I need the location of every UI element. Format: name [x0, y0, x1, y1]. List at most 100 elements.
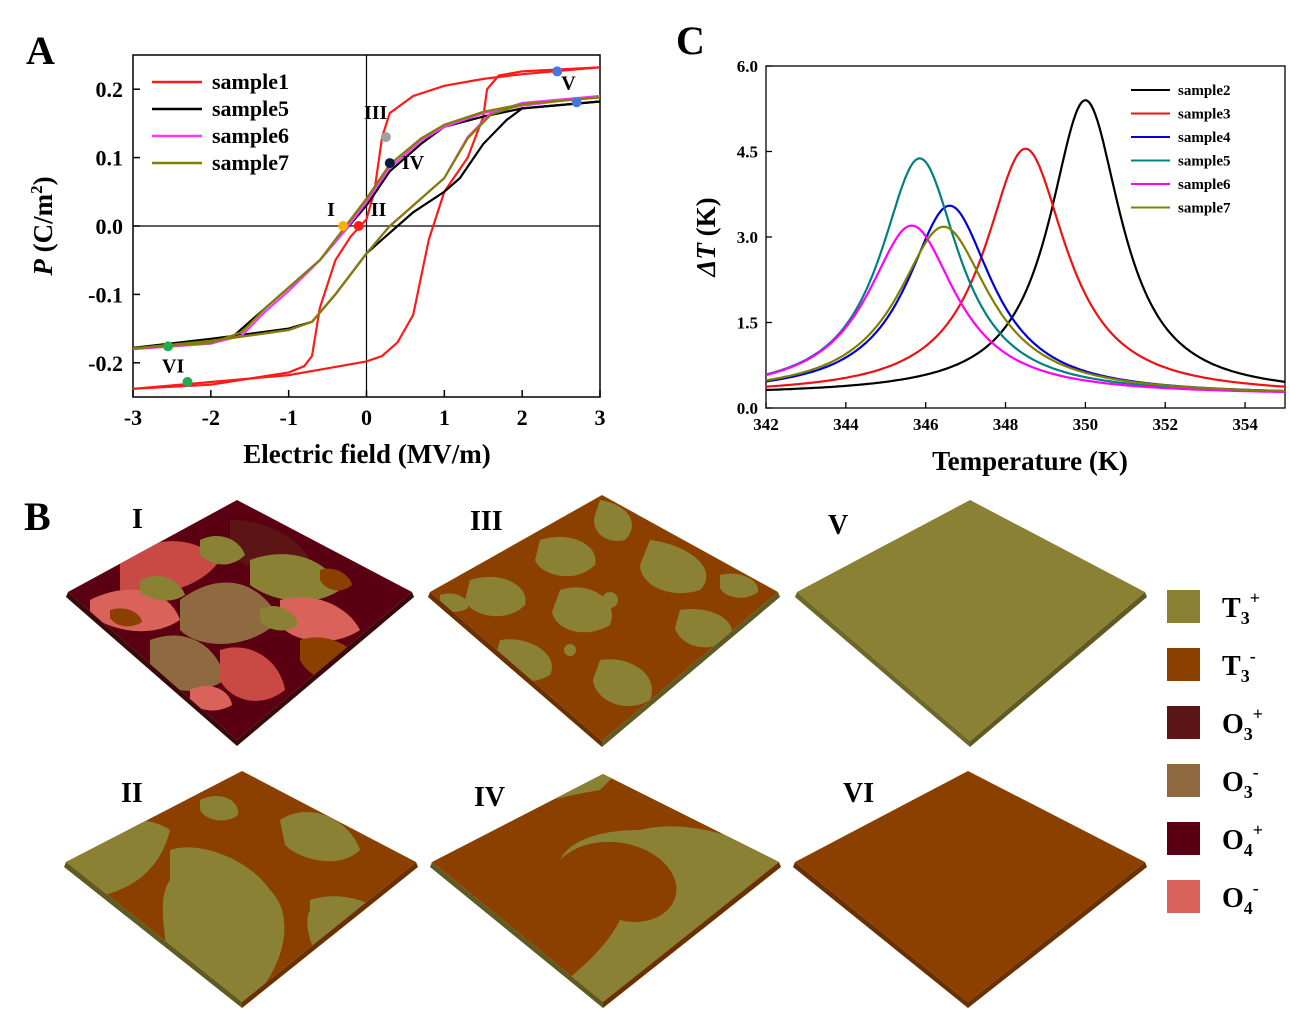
phase-legend: T3+ T3- O3+ O3- O4+ O4-	[1167, 588, 1263, 918]
chart-a-legend-label: sample5	[212, 96, 289, 121]
phase-legend-swatch	[1167, 822, 1200, 855]
chart-c-series-sample7	[766, 225, 1285, 393]
chart-a-point	[384, 158, 395, 169]
tile-ii	[64, 771, 418, 1008]
chart-a-ytick-label: 0.2	[96, 77, 124, 102]
chart-c-ylabel-unit: (K)	[691, 197, 721, 243]
chart-a-point-label: III	[364, 102, 388, 124]
chart-c-ylabel: ΔT (K)	[691, 197, 721, 277]
phase-legend-label: O4+	[1222, 820, 1263, 860]
chart-a-point	[380, 132, 391, 143]
chart-a-point-label: VI	[162, 355, 184, 377]
chart-a-ytick-label: -0.1	[88, 282, 123, 307]
phase-legend-label: O3+	[1222, 704, 1263, 744]
tile-vi	[793, 771, 1147, 1008]
chart-c-legend-label: sample7	[1178, 201, 1231, 217]
chart-a-series-sample7-up	[133, 96, 600, 350]
chart-a-series-sample1-up	[133, 66, 600, 390]
chart-c-ytick-label: 0.0	[737, 399, 758, 418]
chart-a-series-sample6-up	[133, 94, 600, 351]
chart-c-legend-label: sample3	[1178, 107, 1231, 123]
chart-c-xtick-label: 350	[1073, 415, 1099, 434]
chart-a-point	[163, 341, 174, 352]
tile-iii	[428, 495, 780, 747]
chart-c-xlabel: Temperature (K)	[932, 446, 1128, 476]
panel-letter-c: C	[676, 18, 705, 63]
tile-vi-surface	[795, 771, 1145, 1002]
tile-label-i: I	[132, 504, 143, 535]
chart-a-xtick-label: -1	[280, 405, 298, 430]
tile-v-surface	[797, 500, 1145, 741]
chart-a-xtick-label: 2	[517, 405, 528, 430]
chart-c-xtick-label: 342	[753, 415, 779, 434]
chart-a-ytick-label: 0.0	[96, 214, 124, 239]
chart-a-xlabel: Electric field (MV/m)	[243, 439, 490, 469]
chart-a-ylabel-symbol: P	[28, 259, 58, 277]
tile-iv	[430, 774, 781, 1008]
chart-a-xtick-label: 1	[439, 405, 450, 430]
phase-legend-swatch	[1167, 648, 1200, 681]
chart-c-xtick-label: 344	[833, 415, 859, 434]
chart-a-legend-label: sample7	[212, 150, 289, 175]
chart-a-series-sample1-down	[133, 66, 600, 390]
chart-a-ylabel: P (C/m2)	[27, 176, 58, 276]
chart-c-ytick-label: 3.0	[737, 228, 758, 247]
chart-c-ytick-label: 4.5	[737, 143, 758, 162]
chart-c-legend-label: sample6	[1178, 177, 1231, 193]
chart-a-ylabel-sup: 2	[27, 185, 46, 194]
chart-a: -3 -2 -1 0 1 2 3-0.2-0.10.00.10.2 I IIIIIIVVVI …	[27, 54, 606, 469]
chart-a-series-sample7-down	[133, 96, 600, 350]
tile-i	[66, 500, 414, 746]
chart-a-point	[552, 66, 563, 77]
tile-label-vi: VI	[843, 778, 874, 809]
chart-c-xtick-label: 348	[993, 415, 1019, 434]
chart-c-legend-label: sample5	[1178, 154, 1231, 170]
chart-c-legend-label: sample4	[1178, 130, 1231, 146]
phase-legend-swatch	[1167, 764, 1200, 797]
chart-c-ylabel-symbol: ΔT	[691, 242, 721, 278]
chart-a-xtick-label: -3	[124, 405, 142, 430]
chart-c-xtick-label: 352	[1152, 415, 1178, 434]
chart-c-series-sample2	[766, 99, 1285, 392]
chart-a-ylabel-close: )	[28, 176, 58, 185]
phase-legend-swatch	[1167, 706, 1200, 739]
chart-a-point-label: I	[327, 199, 335, 221]
chart-c-series-sample6	[766, 224, 1285, 394]
panel-letter-b: B	[24, 494, 51, 539]
chart-a-ytick-label: 0.1	[96, 146, 124, 171]
chart-c-legend-label: sample2	[1178, 83, 1231, 99]
chart-a-ylabel-unit: (C/m	[28, 193, 58, 259]
chart-a-point-label: II	[371, 199, 387, 221]
chart-c-ytick-label: 6.0	[737, 57, 758, 76]
phase-legend-label: T3-	[1222, 646, 1256, 686]
tile-label-iii: III	[470, 506, 503, 537]
chart-a-point	[571, 97, 582, 108]
phase-legend-label: O4-	[1222, 878, 1259, 918]
chart-a-point	[353, 221, 364, 231]
chart-c-xtick-label: 346	[913, 415, 939, 434]
panel-letter-a: A	[26, 28, 55, 73]
chart-c-xtick-label: 354	[1232, 415, 1258, 434]
chart-a-point	[182, 376, 193, 387]
tile-v	[795, 500, 1147, 747]
phase-legend-swatch	[1167, 590, 1200, 623]
chart-a-legend-label: sample1	[212, 69, 289, 94]
chart-a-point-label: V	[561, 72, 576, 94]
chart-a-point	[338, 221, 349, 231]
tile-label-v: V	[828, 510, 848, 541]
panel-b-phase-maps: I III V II IV VI T3+ T3- O3+ O3- O4+ O4-	[64, 495, 1263, 1008]
phase-legend-label: O3-	[1222, 762, 1259, 802]
chart-a-xtick-label: -2	[202, 405, 220, 430]
chart-a-xtick-label: 0	[361, 405, 372, 430]
phase-legend-swatch	[1167, 880, 1200, 913]
phase-legend-label: T3+	[1222, 588, 1260, 628]
tile-label-ii: II	[121, 778, 143, 809]
chart-a-legend-label: sample6	[212, 123, 289, 148]
chart-a-point-label: IV	[402, 152, 425, 174]
chart-a-ytick-label: -0.2	[88, 351, 123, 376]
chart-a-series-sample5-down	[133, 100, 600, 349]
chart-c: 342 344 346 348 350 352 354 0.0 1.5 3.0 4.5 6.0 sam…	[691, 57, 1286, 476]
tile-label-iv: IV	[474, 782, 505, 813]
chart-c-ytick-label: 1.5	[737, 314, 758, 333]
